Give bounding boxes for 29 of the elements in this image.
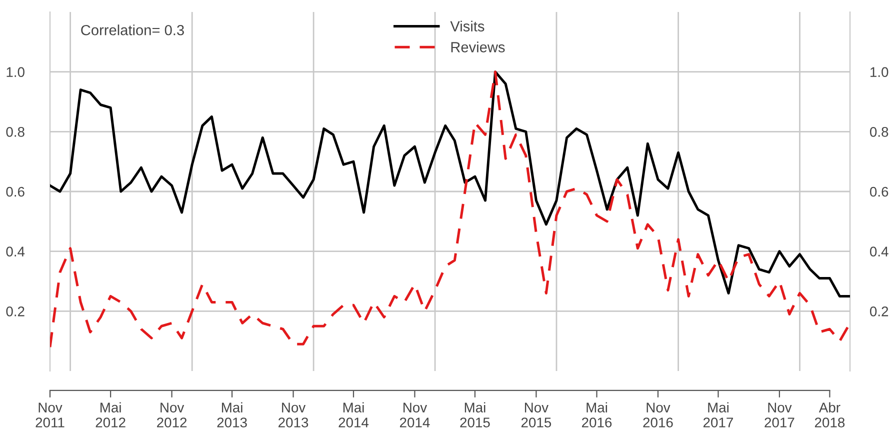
x-tick-label: Mai 2016 (582, 402, 612, 428)
x-tick-label: Mai 2014 (338, 402, 369, 428)
x-tick-label: Nov 2015 (521, 402, 552, 428)
x-tick-label: Nov 2017 (764, 402, 794, 428)
x-tick-label: Nov 2016 (643, 402, 673, 428)
x-tick-label: Nov 2011 (36, 402, 64, 428)
y2-tick-label: 0.4 (870, 246, 888, 257)
y2-tick-label: 0.6 (870, 186, 888, 197)
x-tick-label: Mai 2015 (460, 402, 490, 428)
x-tick-label: Nov 2014 (400, 402, 430, 428)
y2-tick-label: 1.0 (870, 67, 888, 78)
y-tick-label: 1.0 (6, 67, 24, 78)
y-tick-label: 0.2 (6, 306, 24, 316)
x-tick-label: Nov 2012 (157, 402, 187, 428)
annotation: Correlation= 0.3 (81, 24, 184, 36)
legend-label: Reviews (451, 42, 505, 52)
y-tick-label: 0.6 (6, 186, 24, 197)
x-tick-label: Mai 2012 (96, 402, 126, 428)
y2-tick-label: 0.8 (870, 127, 888, 137)
y-tick-label: 0.4 (6, 246, 25, 257)
legend-label: Visits (450, 20, 484, 32)
y-tick-label: 0.8 (6, 127, 24, 137)
x-tick-label: Mai 2013 (217, 402, 247, 428)
x-tick-label: Mai 2017 (703, 402, 733, 428)
line-series (50, 70, 850, 348)
x-tick-label: Nov 2013 (278, 402, 308, 428)
x-tick-label: Abr 2018 (814, 402, 845, 428)
y2-tick-label: 0.2 (870, 306, 888, 316)
line-series (50, 70, 850, 298)
